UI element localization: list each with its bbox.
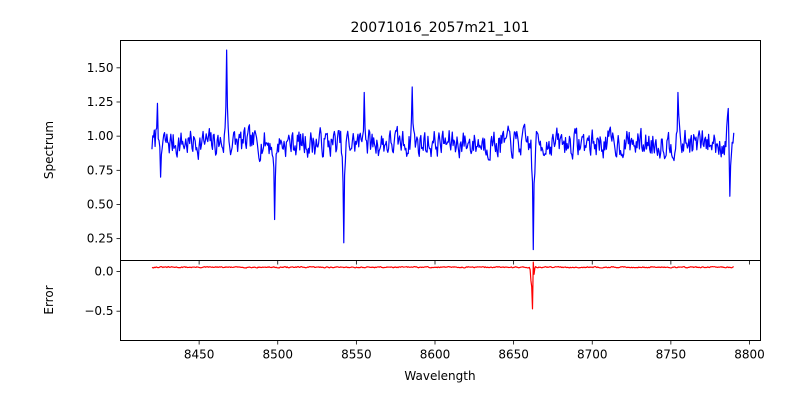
chart-title: 20071016_2057m21_101 xyxy=(350,20,529,36)
x-tick-label: 8700 xyxy=(577,348,608,362)
x-tick-label: 8450 xyxy=(184,348,215,362)
error-y-axis-label: Error xyxy=(42,285,56,314)
x-tick-label: 8600 xyxy=(420,348,451,362)
x-tick-label: 8800 xyxy=(734,348,765,362)
error-x-axis: 8450 8500 8550 8600 8650 8700 8750 8800 xyxy=(184,340,765,362)
y-tick-label: 1.25 xyxy=(87,95,114,109)
y-tick-label: 0.75 xyxy=(87,163,114,177)
error-line-layer xyxy=(151,261,734,310)
y-tick-label: 1.50 xyxy=(87,61,114,75)
y-tick-label: 0.50 xyxy=(87,197,114,211)
spectrum-panel: 20071016_2057m21_101 0.25 0.50 0.75 1.00 1.2… xyxy=(42,20,761,265)
x-axis-label: Wavelength xyxy=(404,369,475,383)
spectrum-series-line xyxy=(151,49,735,251)
spectrum-y-axis: 0.25 0.50 0.75 1.00 1.25 1.50 xyxy=(87,61,121,246)
x-tick-label: 8750 xyxy=(656,348,687,362)
spectrum-x-axis xyxy=(198,260,750,265)
y-tick-label: 0.0 xyxy=(94,265,113,279)
spectrum-y-axis-label: Spectrum xyxy=(42,121,56,179)
x-tick-label: 8650 xyxy=(498,348,529,362)
error-panel: 0.0 −0.5 8450 8500 8550 8600 8650 8700 8750 8800… xyxy=(42,260,765,383)
error-series-line xyxy=(151,261,734,310)
y-tick-label: −0.5 xyxy=(84,304,113,318)
y-tick-label: 1.00 xyxy=(87,129,114,143)
error-y-axis: 0.0 −0.5 xyxy=(84,265,121,318)
x-tick-label: 8550 xyxy=(341,348,372,362)
error-axes-frame xyxy=(120,260,761,341)
spectrum-line-layer xyxy=(151,49,735,251)
x-tick-label: 8500 xyxy=(262,348,293,362)
y-tick-label: 0.25 xyxy=(87,232,114,246)
